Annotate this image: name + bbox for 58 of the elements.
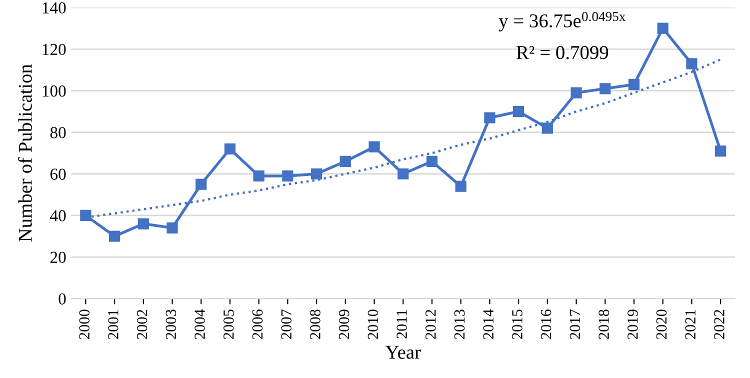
x-tick-label: 2003: [166, 310, 176, 339]
y-tick-label: 20: [50, 252, 66, 263]
x-tick-label: 2009: [338, 310, 350, 339]
point: [253, 170, 264, 182]
x-tick-label: 2022: [714, 310, 724, 339]
point: [686, 58, 698, 70]
x-tick-label: 2015: [512, 310, 522, 339]
x-tick-label: 2001: [108, 310, 118, 339]
x-tick-label: 2002: [136, 310, 148, 339]
annotation: y = 36.75e$^{0.0495x}$: [498, 12, 626, 32]
y-tick-label: 80: [50, 127, 66, 138]
point: [398, 168, 409, 180]
x-tick-label: 2018: [598, 310, 609, 339]
point: [628, 78, 640, 90]
x-tick-label: 2013: [454, 310, 465, 339]
x-tick-label: 2020: [656, 310, 667, 339]
x-tick-label: 2005: [223, 310, 234, 339]
y-tick-label: 0: [58, 293, 66, 305]
x-tick-label: 2016: [540, 309, 552, 339]
x-tick-label: 2019: [628, 310, 638, 339]
point: [80, 210, 92, 222]
point: [224, 143, 236, 154]
y-tick-label: 60: [50, 168, 66, 180]
point: [455, 180, 466, 192]
point: [310, 168, 322, 180]
x-tick-label: 2008: [310, 310, 320, 339]
point: [138, 218, 149, 230]
point: [166, 222, 178, 234]
point: [484, 112, 496, 124]
point: [282, 170, 294, 182]
point: [426, 156, 438, 167]
x-tick-label: 2017: [570, 309, 580, 339]
y-tick-label: 40: [50, 210, 66, 222]
point: [368, 141, 380, 152]
point: [600, 83, 611, 94]
point: [108, 230, 120, 242]
x-tick-label: 2000: [79, 310, 90, 339]
x-tick-label: 2014: [483, 309, 494, 339]
point: [542, 122, 553, 134]
point: [196, 178, 207, 190]
x-tick-label: 2004: [194, 309, 205, 339]
y-tick-label: 100: [42, 85, 66, 97]
point: [715, 145, 726, 157]
x-tick-label: 2012: [426, 310, 436, 339]
x-tick-label: 2011: [396, 310, 407, 338]
y-axis-title: Number of Publication: [18, 64, 32, 242]
point: [340, 156, 351, 167]
x-tick-label: 2021: [685, 310, 696, 339]
y-tick-label: 140: [42, 2, 66, 14]
y-tick-label: 120: [42, 44, 66, 56]
x-tick-label: 2007: [281, 309, 292, 339]
x-tick-label: 2010: [368, 310, 378, 339]
x-tick-label: 2006: [252, 309, 263, 339]
point: [513, 106, 524, 118]
point: [570, 87, 582, 98]
annotation: R² = 0.7099: [516, 46, 608, 60]
point: [657, 22, 668, 34]
x-axis-title: Year: [385, 346, 421, 359]
